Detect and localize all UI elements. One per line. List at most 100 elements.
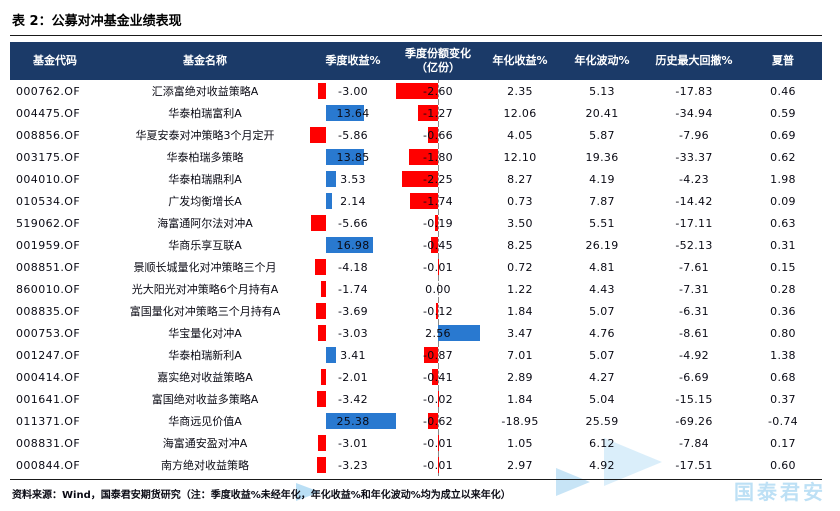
max-drawdown-value: -6.69 [679, 370, 709, 384]
quarter-return-bar [317, 457, 327, 473]
table-row: 000844.OF 南方绝对收益策略 -3.23 -0.01 2.97 4.92… [10, 454, 822, 476]
table-row: 004010.OF 华泰柏瑞鼎利A 3.53 -2.25 8.27 4.19 -… [10, 168, 822, 190]
share-change-value: -0.87 [423, 348, 453, 362]
max-drawdown-value: -6.31 [679, 304, 709, 318]
quarter-return-value: 25.38 [336, 414, 370, 428]
max-drawdown-value: -52.13 [675, 238, 713, 252]
fund-name: 华泰柏瑞多策略 [166, 151, 244, 164]
table-row: 001641.OF 富国绝对收益多策略A -3.42 -0.02 1.84 5.… [10, 388, 822, 410]
quarter-return-bar [315, 303, 327, 319]
fund-name: 华商远见价值A [168, 415, 242, 428]
quarter-return-value: 13.85 [336, 150, 370, 164]
sharpe-value: 0.17 [770, 436, 796, 450]
share-change-axis [438, 212, 440, 234]
sharpe-value: 0.69 [770, 128, 796, 142]
sharpe-value: 0.46 [770, 84, 796, 98]
fund-name: 富国量化对冲策略三个月持有A [129, 305, 281, 318]
quarter-return-value: -1.74 [338, 282, 368, 296]
share-change-axis [438, 454, 440, 476]
table-row: 519062.OF 海富通阿尔法对冲A -5.66 -0.19 3.50 5.5… [10, 212, 822, 234]
annual-return-value: 2.97 [507, 458, 533, 472]
share-change-cell: -0.66 [396, 124, 480, 146]
share-change-bar [436, 303, 439, 319]
max-drawdown-value: -7.96 [679, 128, 709, 142]
annual-vol-value: 4.81 [589, 260, 615, 274]
annual-vol-value: 5.13 [589, 84, 615, 98]
sharpe-value: 0.60 [770, 458, 796, 472]
quarter-return-cell: -3.42 [310, 388, 396, 410]
quarter-return-cell: 3.53 [310, 168, 396, 190]
sharpe-value: 1.38 [770, 348, 796, 362]
annual-vol-value: 6.12 [589, 436, 615, 450]
col-header-fund-name: 基金名称 [183, 53, 227, 67]
share-change-value: -2.60 [423, 84, 453, 98]
fund-name: 嘉实绝对收益策略A [157, 371, 253, 384]
share-change-cell: -0.41 [396, 366, 480, 388]
share-change-cell: -0.62 [396, 410, 480, 432]
share-change-cell: -0.19 [396, 212, 480, 234]
share-change-value: -0.01 [423, 458, 453, 472]
quarter-return-cell: -3.23 [310, 454, 396, 476]
max-drawdown-value: -4.92 [679, 348, 709, 362]
max-drawdown-value: -33.37 [675, 150, 713, 164]
table-row: 008856.OF 华夏安泰对冲策略3个月定开 -5.86 -0.66 4.05… [10, 124, 822, 146]
fund-code: 008851.OF [16, 260, 81, 274]
col-header-annual-vol: 年化波动% [574, 53, 630, 67]
quarter-return-bar [321, 281, 327, 297]
share-change-value: 2.56 [425, 326, 451, 340]
col-header-sharpe: 夏普 [772, 53, 794, 67]
fund-code: 010534.OF [16, 194, 81, 208]
annual-vol-value: 19.36 [585, 150, 619, 164]
quarter-return-value: -3.00 [338, 84, 368, 98]
quarter-return-bar [317, 435, 327, 451]
quarter-return-cell: -5.86 [310, 124, 396, 146]
quarter-return-bar [326, 171, 336, 187]
annual-return-value: 0.72 [507, 260, 533, 274]
quarter-return-value: 3.53 [340, 172, 366, 186]
share-change-cell: -0.87 [396, 344, 480, 366]
fund-code: 004475.OF [16, 106, 81, 120]
share-change-axis [438, 80, 440, 102]
annual-return-value: 3.50 [507, 216, 533, 230]
fund-code: 008831.OF [16, 436, 81, 450]
share-change-value: -0.62 [423, 414, 453, 428]
quarter-return-cell: 13.85 [310, 146, 396, 168]
fund-name: 富国绝对收益多策略A [151, 393, 259, 406]
table-body: 000762.OF 汇添富绝对收益策略A -3.00 -2.60 2.35 5.… [10, 80, 822, 476]
sharpe-value: -0.74 [768, 414, 798, 428]
fund-code: 000844.OF [16, 458, 81, 472]
quarter-return-bar [326, 347, 336, 363]
share-change-bar [428, 413, 439, 429]
fund-name: 汇添富绝对收益策略A [151, 85, 259, 98]
annual-return-value: -18.95 [501, 414, 539, 428]
table-bottom-rule [10, 479, 822, 480]
share-change-axis [438, 256, 440, 278]
sharpe-value: 1.98 [770, 172, 796, 186]
col-header-annual-return: 年化收益% [492, 53, 548, 67]
max-drawdown-value: -34.94 [675, 106, 713, 120]
table-row: 011371.OF 华商远见价值A 25.38 -0.62 -18.95 25.… [10, 410, 822, 432]
sharpe-value: 0.37 [770, 392, 796, 406]
annual-return-value: 1.84 [507, 392, 533, 406]
table-row: 000753.OF 华宝量化对冲A -3.03 2.56 3.47 4.76 -… [10, 322, 822, 344]
annual-return-value: 4.05 [507, 128, 533, 142]
share-change-value: -2.25 [423, 172, 453, 186]
quarter-return-value: 13.64 [336, 106, 370, 120]
max-drawdown-value: -4.23 [679, 172, 709, 186]
annual-vol-value: 4.19 [589, 172, 615, 186]
share-change-cell: -0.12 [396, 300, 480, 322]
fund-code: 003175.OF [16, 150, 81, 164]
sharpe-value: 0.62 [770, 150, 796, 164]
max-drawdown-value: -14.42 [675, 194, 713, 208]
annual-return-value: 0.73 [507, 194, 533, 208]
sharpe-value: 0.28 [770, 282, 796, 296]
annual-return-value: 1.05 [507, 436, 533, 450]
share-change-axis [438, 168, 440, 190]
fund-code: 011371.OF [16, 414, 81, 428]
share-change-axis [438, 190, 440, 212]
fund-name: 光大阳光对冲策略6个月持有A [131, 283, 279, 296]
quarter-return-value: 3.41 [340, 348, 366, 362]
share-change-cell: -2.60 [396, 80, 480, 102]
fund-code: 008856.OF [16, 128, 81, 142]
share-change-axis [438, 410, 440, 432]
